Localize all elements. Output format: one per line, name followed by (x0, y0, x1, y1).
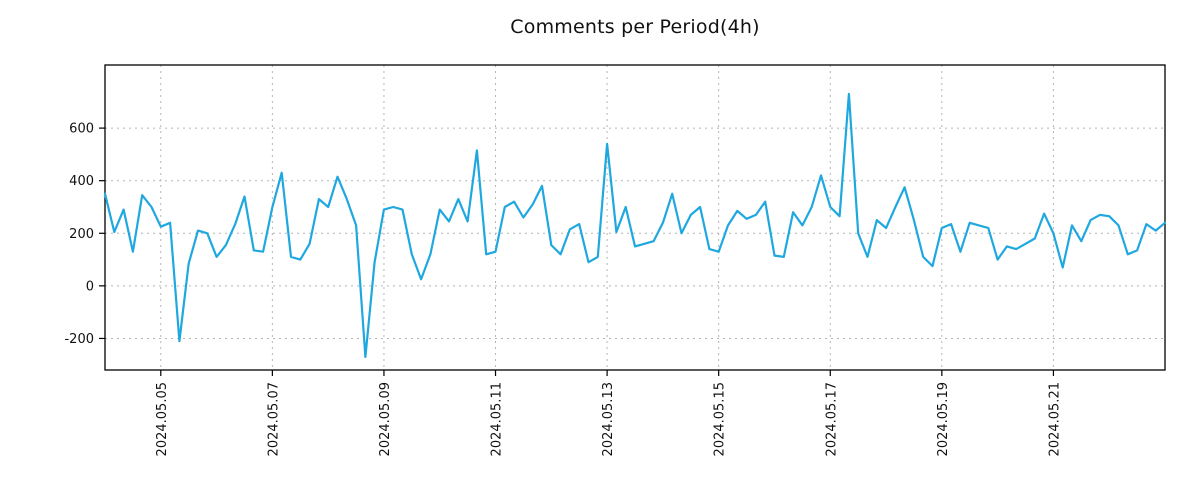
y-tick-label: 0 (86, 279, 94, 294)
x-tick-label: 2024.05.21 (1047, 382, 1062, 456)
y-tick-label: 400 (69, 174, 94, 189)
plot-border (104, 64, 1166, 371)
x-tick-label: 2024.05.07 (266, 382, 281, 456)
x-tick-label: 2024.05.15 (713, 382, 728, 456)
grid-lines (105, 65, 1165, 370)
x-tick-label: 2024.05.17 (824, 382, 839, 456)
axes (99, 64, 1166, 376)
x-tick-label: 2024.05.09 (378, 382, 393, 456)
x-tick-label: 2024.05.13 (601, 382, 616, 456)
y-tick-label: -200 (64, 332, 94, 347)
x-axis-tick-labels: 2024.05.05 2024.05.07 2024.05.09 2024.05.11… (155, 382, 1063, 456)
y-axis-tick-labels: -200 0 200 400 600 (64, 122, 94, 347)
x-tick-label: 2024.05.05 (155, 382, 170, 456)
data-series (103, 92, 1167, 358)
x-tick-label: 2024.05.19 (936, 382, 951, 456)
y-tick-label: 200 (69, 227, 94, 242)
x-tick-label: 2024.05.11 (490, 382, 505, 456)
comments-line-series (103, 92, 1167, 358)
chart-title: Comments per Period(4h) (510, 16, 760, 38)
y-tick-label: 600 (69, 122, 94, 137)
